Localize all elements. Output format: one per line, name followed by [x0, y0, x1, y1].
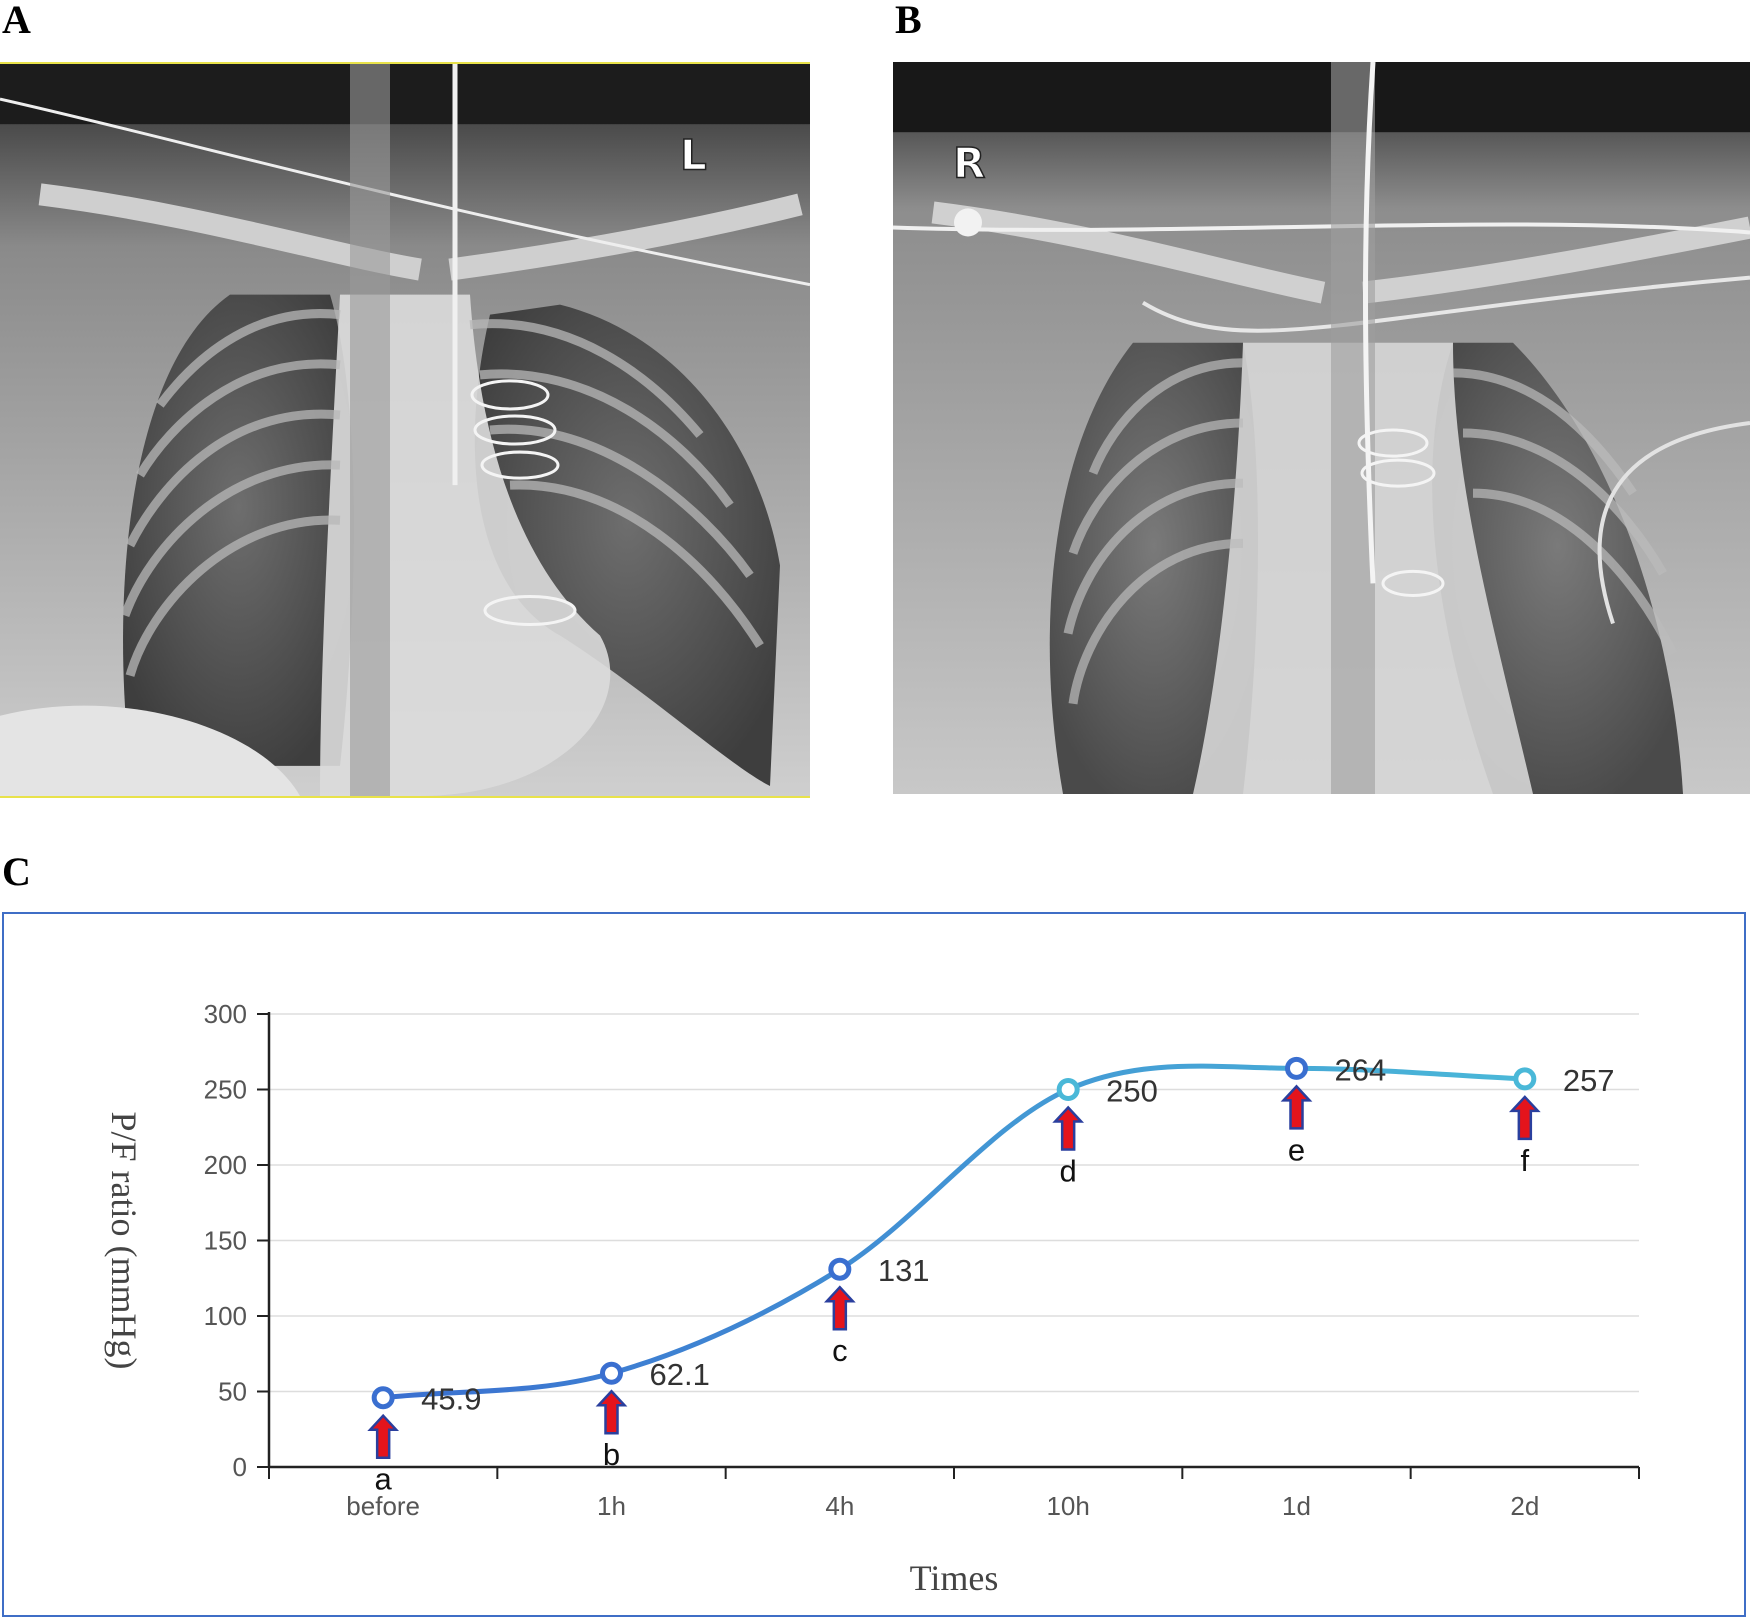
xray-a-side-marker: L: [680, 130, 707, 179]
marker-arrow: [367, 1413, 400, 1459]
series-line: [380, 1063, 1528, 1401]
axes: 0 50 100 150 200 250 300 before 1h 4h 10h 1d 2d: [204, 999, 1640, 1521]
data-label: 62.1: [650, 1357, 710, 1392]
data-labels: 45.9 a 62.1 b 131 c 250 d 264 e 257 f: [375, 1052, 1615, 1496]
chest-xray-image-b: R: [893, 62, 1750, 794]
marker-arrow: [823, 1285, 856, 1331]
xray-b-side-marker: R: [953, 138, 985, 187]
pf-ratio-chart: 0 50 100 150 200 250 300 before 1h 4h 10h 1d 2d 45.9…: [104, 999, 1640, 1598]
marker-arrow: [1280, 1084, 1313, 1130]
y-tick-label: 300: [204, 999, 247, 1029]
panel-label-b: B: [895, 0, 922, 42]
marker-arrow: [1508, 1095, 1541, 1141]
data-point: [1285, 1056, 1308, 1080]
x-axis-title: Times: [910, 1558, 999, 1598]
x-tick-label: 1h: [597, 1491, 626, 1521]
data-label: 264: [1335, 1052, 1387, 1087]
data-points: [367, 1056, 1541, 1459]
chart-frame: 0 50 100 150 200 250 300 before 1h 4h 10h 1d 2d 45.9…: [2, 912, 1746, 1617]
data-point: [1513, 1067, 1537, 1091]
grid-lines: [269, 1013, 1639, 1393]
data-point: [371, 1386, 395, 1410]
x-tick-label: 10h: [1046, 1491, 1089, 1521]
data-point: [600, 1361, 623, 1385]
chest-xray-a-graphic: L: [0, 64, 810, 796]
marker-arrow: [1052, 1105, 1085, 1151]
chest-xray-b-graphic: R: [893, 62, 1750, 794]
x-tick-label: 4h: [825, 1491, 854, 1521]
series-line-layer: [380, 1063, 1528, 1401]
point-letter-label: c: [832, 1333, 848, 1368]
point-letter-label: a: [375, 1462, 393, 1497]
y-tick-label: 250: [204, 1075, 247, 1105]
data-label: 250: [1106, 1074, 1158, 1109]
marker-arrow: [595, 1389, 628, 1435]
x-tick-label: 2d: [1510, 1491, 1539, 1521]
point-letter-label: d: [1060, 1154, 1077, 1189]
x-tick-label: before: [346, 1491, 420, 1521]
x-tick-label: 1d: [1282, 1491, 1311, 1521]
data-label: 131: [878, 1253, 930, 1288]
data-label: 257: [1563, 1063, 1615, 1098]
panel-label-c: C: [2, 849, 31, 894]
data-point: [828, 1257, 852, 1281]
y-tick-label: 50: [218, 1377, 247, 1407]
y-tick-label: 0: [233, 1452, 247, 1482]
y-tick-label: 100: [204, 1301, 247, 1331]
data-label: 45.9: [421, 1382, 481, 1417]
y-axis-title: P/F ratio (mmHg): [104, 1112, 144, 1370]
y-tick-label: 200: [204, 1150, 247, 1180]
point-letter-label: f: [1521, 1143, 1530, 1178]
y-tick-label: 150: [204, 1226, 247, 1256]
chest-xray-image-a: L: [0, 62, 810, 798]
point-letter-label: e: [1288, 1132, 1305, 1167]
panel-label-a: A: [2, 0, 31, 42]
point-letter-label: b: [603, 1437, 620, 1472]
data-point: [1056, 1078, 1080, 1101]
